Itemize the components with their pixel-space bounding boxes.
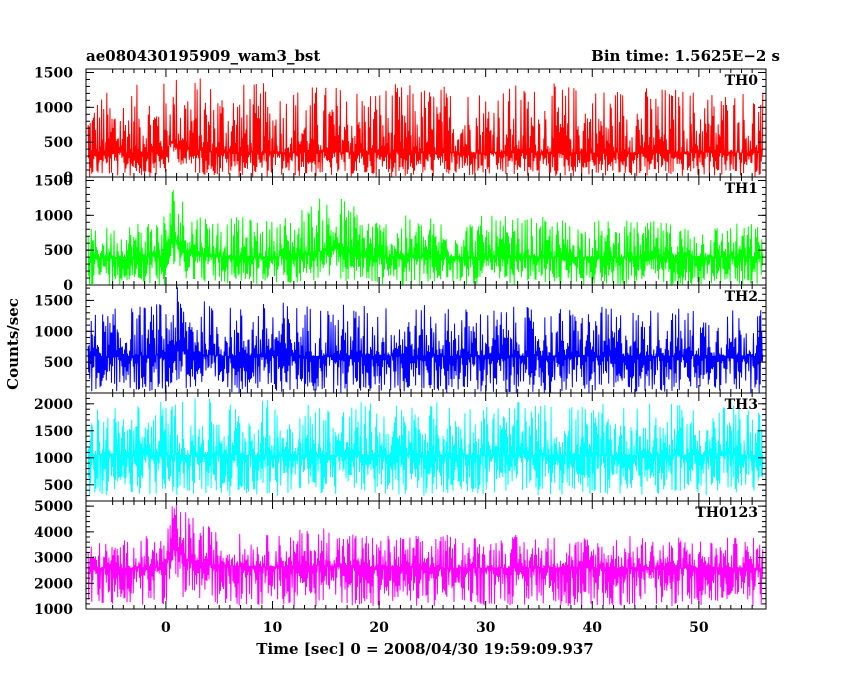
y-tick-label: 2000: [34, 397, 73, 413]
panel-frame: [85, 500, 767, 610]
y-tick-label: 500: [44, 355, 73, 371]
panel-th3: TH3 500 1000 1500 2000: [34, 392, 767, 502]
panel-th2: TH2 500 1000 1500: [34, 284, 767, 394]
x-tick-label: 50: [689, 620, 709, 636]
x-axis-label: Time [sec] 0 = 2008/04/30 19:59:09.937: [256, 640, 593, 658]
x-tick-label: 30: [476, 620, 496, 636]
y-tick-label: 1000: [34, 100, 73, 116]
series-line-th2: [87, 287, 764, 393]
panel-th1: TH1 0 500 1000 1500: [34, 173, 767, 294]
y-tick-label: 2000: [34, 576, 73, 592]
y-tick-label: 1000: [34, 602, 73, 618]
bin-time-label: Bin time: 1.5625E−2 s: [591, 47, 780, 65]
y-tick-label: 500: [44, 478, 73, 494]
series-line-th0: [87, 78, 764, 177]
y-tick-label: 1000: [34, 451, 73, 467]
panels-group: TH0050010001500TH1050010001500TH25001000…: [34, 65, 767, 636]
y-tick-label: 3000: [34, 551, 73, 567]
panel-th0: TH0 0 500 1000 1500: [34, 65, 767, 186]
x-tick-label: 40: [583, 620, 603, 636]
y-tick-label: 1000: [34, 324, 73, 340]
y-tick-label: 1000: [34, 208, 73, 224]
y-tick-label: 1500: [34, 293, 73, 309]
y-tick-label: 5000: [34, 499, 73, 515]
y-tick-label: 4000: [34, 525, 73, 541]
series-line-th1: [87, 190, 764, 285]
series-label: TH1: [725, 181, 758, 197]
y-tick-label: 0: [63, 170, 73, 186]
y-tick-label: 500: [44, 243, 73, 259]
series-line-th3: [87, 398, 764, 496]
series-label: TH2: [725, 289, 758, 305]
x-tick-label: 0: [161, 620, 171, 636]
y-tick-label: 1500: [34, 424, 73, 440]
series-label: TH0: [725, 73, 759, 89]
y-tick-label: 1500: [34, 173, 73, 189]
series-label: TH3: [725, 397, 758, 413]
panel-th0123: TH0123 1000 2000 3000 4000 5000 0 10 20 30 40 50: [34, 499, 767, 636]
x-tick-label: 20: [369, 620, 389, 636]
y-axis-label: Counts/sec: [4, 298, 22, 390]
y-tick-label: 0: [63, 278, 73, 294]
y-tick-label: 1500: [34, 65, 73, 81]
x-tick-label: 10: [263, 620, 283, 636]
series-label: TH0123: [695, 505, 758, 521]
series-line-th0123: [87, 504, 764, 607]
y-tick-label: 500: [44, 135, 73, 151]
chart-title: ae080430195909_wam3_bst: [86, 47, 320, 65]
